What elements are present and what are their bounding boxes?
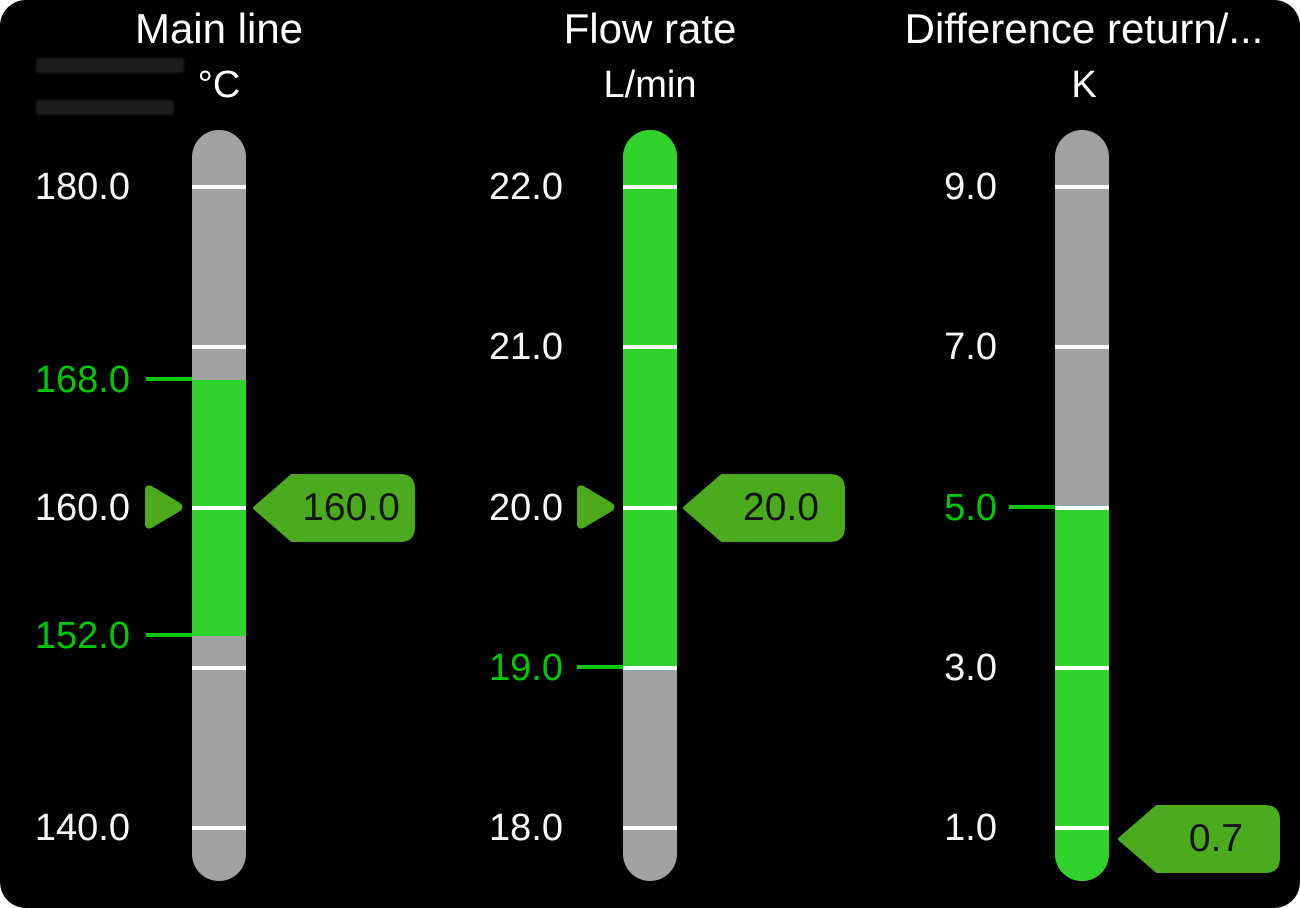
gauge-bar-track	[1055, 130, 1109, 881]
scale-tick	[623, 185, 677, 189]
scale-label-high-limit: 5.0	[944, 487, 997, 529]
scale-label: 22.0	[489, 166, 563, 208]
scale-label: 180.0	[34, 166, 130, 208]
tag-arrow-icon	[253, 474, 415, 542]
scale-label: 20.0	[489, 487, 563, 529]
gauge-title: Difference return/...	[904, 5, 1264, 52]
scale-tick	[192, 185, 246, 189]
scale-label-low-limit: 152.0	[34, 615, 130, 657]
scale-tick	[192, 666, 246, 670]
value-badge[interactable]: 20.0	[681, 472, 847, 544]
setpoint-pointer-icon	[577, 485, 615, 529]
scale-label: 18.0	[489, 807, 563, 849]
scale-label-low-limit: 19.0	[489, 647, 563, 689]
low-limit-line	[146, 633, 192, 637]
gauge-bar-track	[192, 130, 246, 881]
scale-tick	[192, 506, 246, 510]
scale-tick	[623, 826, 677, 830]
gauge-unit: °C	[197, 64, 241, 106]
high-limit-line	[146, 377, 192, 381]
scale-tick	[623, 506, 677, 510]
gauge-green-zone	[623, 130, 677, 668]
scale-tick	[192, 826, 246, 830]
scale-tick	[1055, 826, 1109, 830]
scale-label: 7.0	[944, 326, 997, 368]
high-limit-line	[1009, 505, 1055, 509]
scale-tick	[1055, 345, 1109, 349]
gauge-title: Flow rate	[563, 5, 737, 52]
tag-arrow-icon	[683, 474, 845, 542]
tag-arrow-icon	[1118, 805, 1280, 873]
value-text: 160.0	[302, 486, 400, 529]
value-badge[interactable]: 160.0	[251, 472, 417, 544]
scale-label: 21.0	[489, 326, 563, 368]
value-text: 0.7	[1188, 817, 1244, 860]
scale-label: 9.0	[944, 166, 997, 208]
value-badge[interactable]: 0.7	[1116, 803, 1282, 875]
gauge-unit: K	[1071, 64, 1097, 106]
scale-tick	[1055, 666, 1109, 670]
scale-tick	[623, 666, 677, 670]
ghost-text-artifact	[36, 58, 184, 73]
gauge-green-zone	[1055, 508, 1109, 881]
gauge-bar-track	[623, 130, 677, 881]
value-text: 20.0	[743, 486, 819, 529]
scale-tick	[192, 345, 246, 349]
setpoint-pointer-icon	[145, 485, 183, 529]
scale-tick	[623, 345, 677, 349]
scale-tick	[1055, 185, 1109, 189]
gauge-title: Main line	[134, 5, 304, 52]
scale-label: 1.0	[944, 807, 997, 849]
gauge-unit: L/min	[603, 64, 697, 106]
scale-tick	[1055, 506, 1109, 510]
scale-label: 3.0	[944, 647, 997, 689]
scale-label: 160.0	[34, 487, 130, 529]
ghost-text-artifact	[36, 100, 174, 115]
scale-label-high-limit: 168.0	[34, 359, 130, 401]
low-limit-line	[577, 665, 623, 669]
scale-label: 140.0	[34, 807, 130, 849]
